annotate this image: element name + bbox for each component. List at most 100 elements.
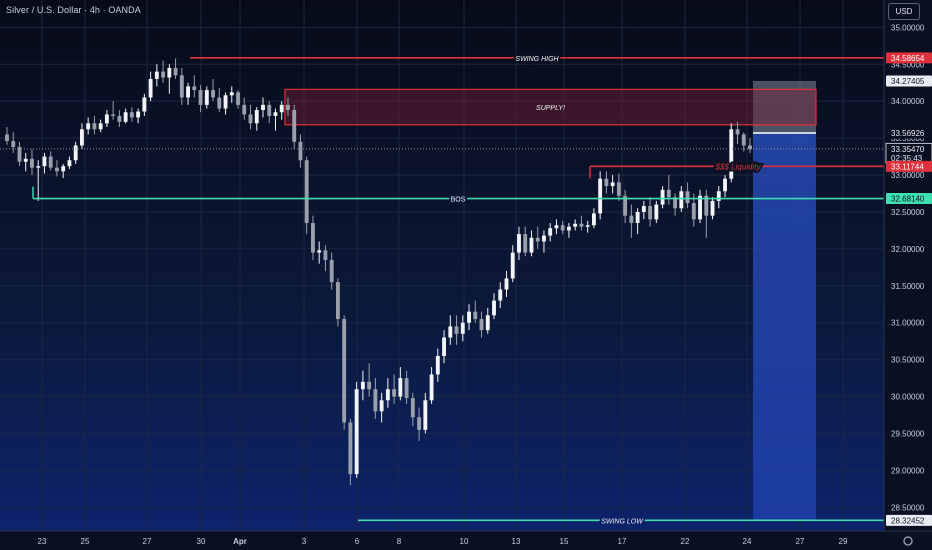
candle-body: [86, 123, 91, 130]
swing-low-badge: [886, 514, 932, 526]
candle-body: [648, 206, 653, 220]
candle-body: [367, 381, 372, 390]
candle-body: [223, 95, 228, 109]
candle-body: [67, 160, 72, 167]
liquidity-badge-text: 33.11744: [891, 162, 924, 171]
candle-body: [710, 200, 715, 216]
candle-body: [573, 223, 578, 227]
x-tick-label: 22: [681, 537, 690, 546]
candle-body: [467, 311, 471, 323]
y-tick-label: 29.00000: [891, 466, 925, 475]
candle-body: [585, 225, 590, 227]
candle-body: [704, 195, 709, 216]
candle-body: [429, 374, 434, 401]
stop-price-badge: [886, 75, 932, 87]
candle-body: [186, 86, 191, 98]
candle-body: [529, 237, 534, 253]
swing-low-label: SWING LOW: [601, 518, 644, 525]
currency-unit-button[interactable]: USD: [888, 3, 920, 20]
candle-body: [591, 213, 596, 226]
candle-body: [79, 129, 84, 146]
candle-body: [448, 326, 453, 338]
x-tick-label: 27: [143, 537, 152, 546]
candle-body: [304, 160, 309, 224]
candle-body: [267, 104, 272, 116]
y-tick-label: 34.00000: [891, 97, 925, 106]
candle-body: [398, 378, 403, 397]
candle-body: [48, 156, 53, 168]
candle-body: [660, 189, 665, 205]
candle-body: [17, 146, 22, 162]
candle-body: [385, 389, 390, 401]
candle-body: [11, 141, 16, 147]
candle-body: [248, 114, 253, 124]
y-tick-label: 31.00000: [891, 319, 925, 328]
x-tick-label: 23: [38, 537, 47, 546]
candle-body: [335, 282, 340, 320]
x-tick-label: 29: [839, 537, 848, 546]
candle-body: [229, 92, 234, 96]
entry-price-badge-text: 33.56926: [891, 129, 925, 138]
candle-body: [242, 104, 247, 115]
entry-price-badge: [886, 127, 932, 139]
candle-body: [279, 104, 284, 113]
time-axis[interactable]: [0, 531, 932, 550]
candle-body: [442, 337, 446, 356]
candle-body: [373, 389, 378, 412]
candle-body: [204, 90, 209, 105]
bar-countdown-text: 02:35:43: [891, 154, 923, 163]
x-tick-label: 24: [743, 537, 752, 546]
candle-body: [542, 235, 546, 242]
y-tick-label: 31.50000: [891, 282, 925, 291]
candle-body: [666, 189, 671, 198]
bos-badge: [886, 193, 932, 205]
y-tick-label: 34.50000: [891, 60, 925, 69]
candle-body: [217, 97, 222, 109]
candle-body: [148, 79, 153, 98]
settings-gear-icon[interactable]: [903, 536, 913, 546]
candle-body: [610, 182, 615, 187]
y-tick-label: 33.50000: [891, 134, 925, 143]
candle-body: [523, 234, 528, 253]
candle-body: [635, 211, 640, 224]
candle-body: [679, 191, 684, 209]
candle-body: [460, 322, 465, 334]
chart-title: Silver / U.S. Dollar · 4h · OANDA: [6, 5, 141, 15]
candle-body: [236, 92, 240, 105]
candle-body: [173, 67, 178, 76]
candle-body: [685, 191, 690, 204]
x-tick-label: 15: [560, 537, 569, 546]
swing-high-badge: [886, 52, 932, 64]
candle-body: [61, 166, 66, 172]
candle-body: [473, 311, 478, 320]
supply-zone[interactable]: [284, 88, 817, 126]
candle-body: [161, 71, 166, 78]
take-profit-zone[interactable]: [753, 132, 816, 521]
x-tick-label: 27: [796, 537, 805, 546]
candle-body: [354, 389, 359, 475]
candle-body: [342, 319, 347, 423]
candle-body: [716, 191, 721, 201]
candle-body: [123, 112, 128, 122]
candle-body: [261, 104, 265, 111]
candle-body: [98, 123, 103, 130]
candle-body: [117, 115, 122, 122]
candle-body: [286, 104, 290, 111]
candle-body: [691, 203, 696, 220]
candle-body: [55, 167, 59, 172]
candle-body: [554, 225, 559, 229]
candle-body: [654, 204, 659, 220]
candle-body: [454, 326, 459, 334]
candle-body: [292, 110, 297, 142]
y-tick-label: 30.00000: [891, 393, 925, 402]
candle-body: [698, 195, 702, 220]
candle-body: [485, 315, 490, 331]
candle-body: [379, 400, 384, 412]
candle-body: [392, 389, 397, 397]
candle-body: [504, 278, 509, 290]
x-tick-label: 10: [460, 537, 469, 546]
candle-body: [317, 250, 322, 253]
price-axis[interactable]: [884, 0, 932, 550]
